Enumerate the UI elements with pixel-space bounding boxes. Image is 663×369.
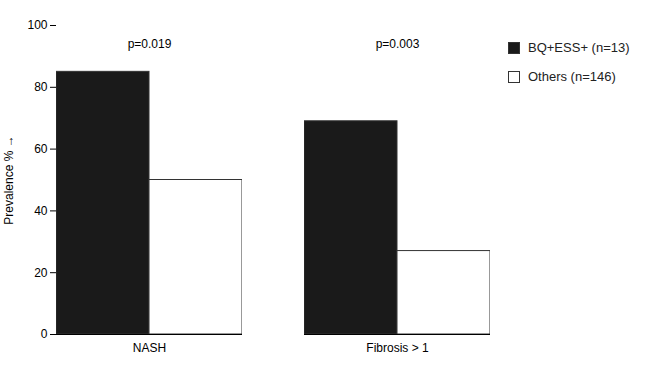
svg-text:p=0.003: p=0.003 [376, 37, 420, 51]
svg-text:0: 0 [41, 327, 48, 341]
html-text:BQ+ESS+ (n=13): BQ+ESS+ (n=13) [528, 40, 630, 55]
svg-text:100: 100 [27, 18, 47, 32]
svg-text:NASH: NASH [133, 341, 166, 355]
html-text:Others (n=146): Others (n=146) [528, 69, 616, 84]
svg-text:80: 80 [34, 80, 48, 94]
svg-text:60: 60 [34, 142, 48, 156]
svg-text:Fibrosis > 1: Fibrosis > 1 [366, 341, 429, 355]
svg-text:20: 20 [34, 266, 48, 280]
svg-text:Prevalence % →: Prevalence % → [2, 135, 16, 224]
svg-text:p=0.019: p=0.019 [128, 37, 172, 51]
svg-text:40: 40 [34, 204, 48, 218]
